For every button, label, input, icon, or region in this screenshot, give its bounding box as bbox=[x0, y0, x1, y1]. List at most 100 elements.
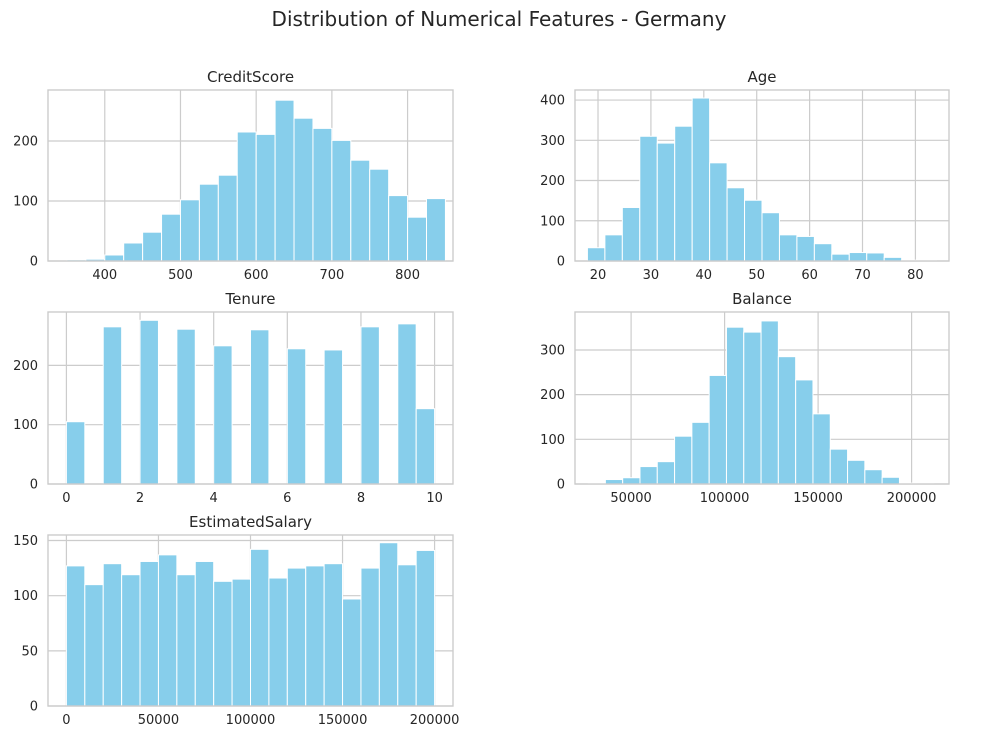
histogram-bar bbox=[123, 242, 144, 262]
histogram-bar bbox=[350, 159, 371, 262]
x-tick-label: 50000 bbox=[138, 713, 179, 728]
histogram-bar bbox=[102, 326, 123, 485]
histogram-bar bbox=[760, 320, 779, 485]
histogram-bar bbox=[121, 574, 141, 707]
histogram-bar bbox=[415, 549, 436, 707]
plot-frame bbox=[574, 89, 950, 262]
x-tick-label: 0 bbox=[62, 491, 70, 506]
histogram-bar bbox=[426, 198, 446, 262]
histogram-bar bbox=[142, 231, 163, 262]
histogram-bar bbox=[161, 213, 181, 262]
x-tick-label: 80 bbox=[907, 268, 924, 283]
histogram-bar bbox=[691, 421, 710, 485]
y-tick-label: 400 bbox=[540, 94, 565, 109]
histogram-bar bbox=[250, 548, 270, 707]
histogram-bar bbox=[194, 560, 215, 707]
y-tick-label: 200 bbox=[540, 174, 565, 189]
y-tick-label: 200 bbox=[13, 135, 38, 150]
histogram-bar bbox=[312, 127, 333, 262]
histogram-bar bbox=[378, 542, 399, 707]
histogram-bar bbox=[65, 565, 86, 707]
subplot-title-estimatedsalary: EstimatedSalary bbox=[189, 513, 312, 531]
y-tick-label: 0 bbox=[30, 700, 38, 715]
histogram-bar bbox=[250, 329, 270, 485]
histogram-bar bbox=[255, 133, 276, 262]
histogram-balance: 50000 100000 150000 200000 0 100 200 300 Balance bbox=[540, 290, 950, 506]
histogram-bar bbox=[84, 584, 104, 707]
x-tick-label: 500 bbox=[168, 268, 193, 283]
histogram-age: 20 30 40 50 60 70 80 0 100 200 300 400 Age bbox=[540, 68, 950, 283]
histogram-bar bbox=[157, 554, 178, 707]
histogram-bar bbox=[639, 135, 658, 262]
histogram-bar bbox=[104, 254, 125, 262]
histogram-bar bbox=[293, 117, 314, 262]
plot-frame bbox=[47, 89, 454, 262]
x-tick-label: 800 bbox=[395, 268, 420, 283]
y-tick-label: 100 bbox=[540, 214, 565, 229]
histogram-creditscore: 400 500 600 700 800 0 100 200 CreditScore bbox=[13, 68, 454, 283]
y-tick-label: 50 bbox=[21, 644, 38, 659]
histogram-bar bbox=[656, 461, 676, 485]
y-tick-label: 0 bbox=[30, 255, 38, 270]
histogram-bar bbox=[708, 374, 727, 485]
histogram-bar bbox=[139, 560, 159, 707]
y-tick-label: 100 bbox=[540, 433, 565, 448]
histogram-bar bbox=[709, 162, 728, 262]
subplot-title-tenure: Tenure bbox=[225, 290, 276, 308]
histogram-bar bbox=[305, 565, 325, 707]
histogram-bar bbox=[179, 199, 200, 262]
histogram-bar bbox=[415, 408, 436, 485]
y-tick-label: 100 bbox=[13, 418, 38, 433]
histogram-bar bbox=[236, 131, 257, 262]
x-tick-label: 50 bbox=[748, 268, 765, 283]
x-tick-label: 700 bbox=[319, 268, 344, 283]
x-tick-label: 8 bbox=[357, 491, 365, 506]
histogram-bar bbox=[831, 253, 850, 262]
histogram-bar bbox=[198, 183, 219, 262]
histogram-estimatedsalary: 0 50000 100000 150000 200000 0 50 100 150 Estimat… bbox=[13, 513, 459, 728]
y-tick-label: 0 bbox=[30, 478, 38, 493]
histogram-bar bbox=[881, 476, 900, 485]
x-tick-label: 400 bbox=[92, 268, 117, 283]
histogram-bar bbox=[397, 564, 417, 707]
histogram-bar bbox=[360, 567, 380, 707]
figure-title: Distribution of Numerical Features - Ger… bbox=[272, 7, 727, 31]
histogram-bar bbox=[323, 349, 344, 485]
histogram-bar bbox=[231, 578, 252, 707]
histogram-bar bbox=[674, 125, 693, 262]
histogram-bar bbox=[604, 234, 623, 262]
x-tick-label: 2 bbox=[136, 491, 144, 506]
histogram-bar bbox=[621, 206, 641, 262]
histogram-bar bbox=[65, 421, 86, 485]
y-tick-label: 150 bbox=[13, 534, 38, 549]
histogram-bar bbox=[848, 252, 868, 262]
x-tick-label: 10 bbox=[426, 491, 443, 506]
histogram-bar bbox=[761, 212, 780, 262]
y-tick-label: 300 bbox=[540, 134, 565, 149]
histogram-bar bbox=[286, 348, 307, 485]
histogram-bar bbox=[812, 413, 831, 485]
x-tick-label: 4 bbox=[210, 491, 218, 506]
histogram-bar bbox=[586, 247, 606, 262]
histogram-bar bbox=[866, 252, 885, 262]
y-tick-label: 200 bbox=[13, 359, 38, 374]
x-tick-label: 50000 bbox=[610, 491, 651, 506]
histogram-bar bbox=[726, 187, 746, 262]
histogram-bar bbox=[691, 97, 711, 262]
histogram-bar bbox=[274, 99, 295, 262]
x-tick-label: 100000 bbox=[700, 491, 750, 506]
histogram-bar bbox=[829, 448, 849, 485]
histogram-bar bbox=[139, 319, 159, 485]
histogram-bar bbox=[725, 326, 745, 485]
y-tick-label: 100 bbox=[13, 195, 38, 210]
x-tick-label: 150000 bbox=[318, 713, 368, 728]
subplot-title-age: Age bbox=[747, 68, 776, 86]
x-tick-label: 30 bbox=[643, 268, 660, 283]
histogram-bar bbox=[217, 174, 238, 262]
y-tick-label: 300 bbox=[540, 343, 565, 358]
histogram-bar bbox=[795, 379, 814, 485]
plot-frame bbox=[47, 311, 454, 485]
histogram-bar bbox=[397, 323, 417, 485]
subplot-title-creditscore: CreditScore bbox=[207, 68, 294, 86]
